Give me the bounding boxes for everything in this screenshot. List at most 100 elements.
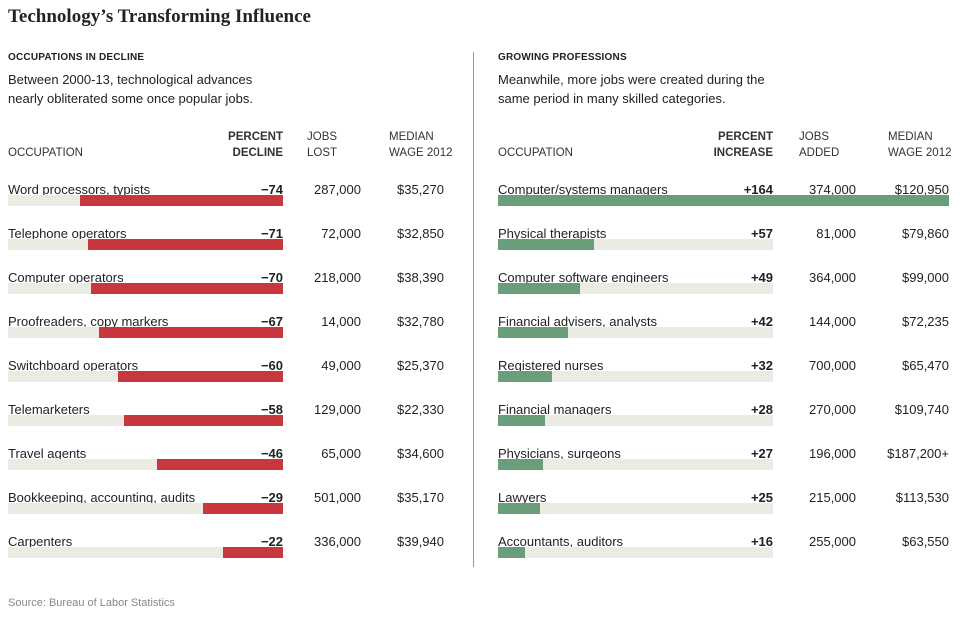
percent-value: +32	[750, 358, 773, 373]
growth-panel: GROWING PROFESSIONS Meanwhile, more jobs…	[490, 0, 974, 620]
percent-value: +164	[743, 182, 773, 197]
percent-value: −29	[260, 490, 283, 505]
percent-value: −70	[260, 270, 283, 285]
header-line: ADDED	[799, 147, 840, 159]
occupation-label: Bookkeeping, accounting, audits	[8, 490, 196, 505]
header-line: PERCENT	[718, 131, 773, 143]
header-line: JOBS	[799, 131, 830, 143]
table-row: Telemarketers −58 129,000 $22,330	[0, 402, 470, 446]
jobs-value: 255,000	[809, 534, 856, 549]
bar-track	[498, 459, 773, 470]
table-row: Lawyers +25 215,000 $113,530	[490, 490, 974, 534]
jobs-value: 501,000	[314, 490, 361, 505]
percent-value: −58	[260, 402, 283, 417]
table-row: Financial advisers, analysts +42 144,000 $7…	[490, 314, 974, 358]
occupation-label: Financial advisers, analysts	[498, 314, 657, 329]
header-line: INCREASE	[713, 147, 773, 159]
jobs-value: 287,000	[314, 182, 361, 197]
decline-panel: OCCUPATIONS IN DECLINE Between 2000-13, …	[0, 0, 470, 620]
occupation-label: Telephone operators	[8, 226, 127, 241]
jobs-value: 65,000	[321, 446, 361, 461]
bar-track	[8, 195, 283, 206]
occupation-label: Financial managers	[498, 402, 612, 417]
wage-value: $35,170	[397, 490, 444, 505]
occupation-label: Computer/systems managers	[498, 182, 668, 197]
table-row: Proofreaders, copy markers −67 14,000 $32,7…	[0, 314, 470, 358]
chart-title: Technology’s Transforming Influence	[8, 6, 311, 27]
table-row: Computer/systems managers +164 374,000 $120…	[490, 182, 974, 226]
wage-value: $34,600	[397, 446, 444, 461]
bar-track	[8, 503, 283, 514]
header-line: JOBS	[307, 131, 338, 143]
jobs-value: 144,000	[809, 314, 856, 329]
jobs-value: 72,000	[321, 226, 361, 241]
jobs-value: 374,000	[809, 182, 856, 197]
percent-value: −46	[260, 446, 283, 461]
bar-track	[8, 547, 283, 558]
source-note: Source: Bureau of Labor Statistics	[8, 597, 175, 609]
wage-value: $113,530	[895, 490, 949, 505]
occupation-label: Telemarketers	[8, 402, 90, 417]
percent-bar	[123, 415, 283, 426]
percent-bar	[498, 459, 544, 470]
decline-description-line: Between 2000-13, technological advances	[8, 72, 253, 87]
jobs-value: 196,000	[809, 446, 856, 461]
wage-value: $22,330	[397, 402, 444, 417]
table-row: Financial managers +28 270,000 $109,740	[490, 402, 974, 446]
decline-heading: OCCUPATIONS IN DECLINE	[8, 52, 145, 63]
percent-value: +49	[750, 270, 773, 285]
jobs-value: 336,000	[314, 534, 361, 549]
percent-bar	[222, 547, 283, 558]
percent-bar	[498, 415, 545, 426]
jobs-value: 215,000	[809, 490, 856, 505]
bar-track	[498, 239, 773, 250]
decline-occupation-header: OCCUPATION	[8, 147, 83, 159]
wage-value: $35,270	[397, 182, 444, 197]
percent-value: −67	[260, 314, 283, 329]
table-row: Registered nurses +32 700,000 $65,470	[490, 358, 974, 402]
jobs-value: 218,000	[314, 270, 361, 285]
occupation-label: Computer operators	[8, 270, 124, 285]
bar-track	[498, 503, 773, 514]
wage-value: $32,850	[397, 226, 444, 241]
jobs-value: 700,000	[809, 358, 856, 373]
table-row: Accountants, auditors +16 255,000 $63,550	[490, 534, 974, 578]
wage-value: $72,235	[902, 314, 949, 329]
header-line: LOST	[307, 147, 338, 159]
percent-value: +16	[750, 534, 773, 549]
growth-description-line: same period in many skilled categories.	[498, 91, 726, 106]
percent-bar	[498, 503, 540, 514]
occupation-label: Computer software engineers	[498, 270, 669, 285]
percent-bar	[87, 239, 283, 250]
wage-value: $32,780	[397, 314, 444, 329]
percent-value: +27	[750, 446, 773, 461]
bar-track	[8, 283, 283, 294]
table-row: Computer operators −70 218,000 $38,390	[0, 270, 470, 314]
growth-wage-header: MEDIAN WAGE 2012	[888, 129, 952, 161]
percent-bar	[156, 459, 283, 470]
percent-value: −60	[260, 358, 283, 373]
panel-divider	[473, 52, 474, 567]
occupation-label: Physical therapists	[498, 226, 607, 241]
jobs-value: 129,000	[314, 402, 361, 417]
percent-value: −22	[260, 534, 283, 549]
table-row: Physical therapists +57 81,000 $79,860	[490, 226, 974, 270]
bar-track	[498, 327, 773, 338]
occupation-label: Travel agents	[8, 446, 87, 461]
jobs-value: 49,000	[321, 358, 361, 373]
wage-value: $99,000	[902, 270, 949, 285]
bar-track	[8, 239, 283, 250]
wage-value: $25,370	[397, 358, 444, 373]
percent-value: +28	[750, 402, 773, 417]
growth-jobs-header: JOBS ADDED	[799, 129, 839, 161]
header-line: WAGE 2012	[888, 147, 952, 159]
table-row: Travel agents −46 65,000 $34,600	[0, 446, 470, 490]
growth-percent-header: PERCENT INCREASE	[683, 129, 773, 161]
percent-bar	[118, 371, 283, 382]
wage-value: $39,940	[397, 534, 444, 549]
table-row: Physicians, surgeons +27 196,000 $187,200+	[490, 446, 974, 490]
occupation-label: Proofreaders, copy markers	[8, 314, 169, 329]
percent-bar	[498, 371, 552, 382]
table-row: Computer software engineers +49 364,000 $99…	[490, 270, 974, 314]
growth-description: Meanwhile, more jobs were created during…	[498, 70, 765, 108]
